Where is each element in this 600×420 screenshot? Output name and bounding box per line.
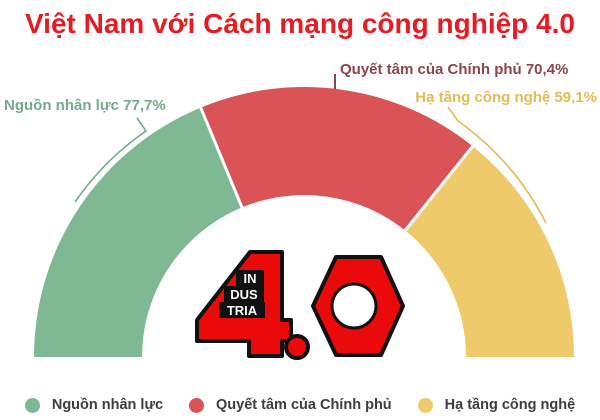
callout-human-resources: Nguồn nhân lực 77,7% <box>4 97 166 114</box>
slice-government-determination[interactable] <box>200 87 473 231</box>
leader-line-right <box>447 106 547 224</box>
callout-government-determination: Quyết tâm của Chính phủ 70,4% <box>340 61 569 78</box>
logo-line-in: IN <box>244 271 257 286</box>
legend: Nguồn nhân lực Quyết tâm của Chính phủ H… <box>0 397 600 413</box>
logo-line-tria: TRIA <box>227 303 258 318</box>
legend-label: Hạ tầng công nghệ <box>444 397 576 413</box>
slice-technology-infrastructure[interactable] <box>405 146 574 357</box>
logo-text-box <box>236 270 264 286</box>
slice-gap-line <box>199 107 244 208</box>
slice-human-resources[interactable] <box>34 107 242 357</box>
legend-dot-yellow-icon <box>417 397 433 413</box>
logo-text-box <box>224 286 264 302</box>
legend-label: Nguồn nhân lực <box>51 397 164 413</box>
logo-text-box <box>219 302 265 318</box>
legend-item-human-resources[interactable]: Nguồn nhân lực <box>24 397 164 413</box>
legend-dot-red-icon <box>189 397 205 413</box>
legend-label: Quyết tâm của Chính phủ <box>216 397 392 413</box>
callout-technology-infrastructure: Hạ tầng công nghệ 59,1% <box>415 89 597 106</box>
legend-dot-green-icon <box>24 397 40 413</box>
legend-item-technology-infrastructure[interactable]: Hạ tầng công nghệ <box>417 397 576 413</box>
logo-period-dot <box>284 334 310 360</box>
leader-line-left <box>74 117 148 203</box>
slice-gap-line <box>404 145 474 232</box>
logo-line-dus: DUS <box>230 287 258 302</box>
logo-nut-hole <box>330 282 378 330</box>
industry-4-0-logo: IN DUS TRIA <box>195 250 405 360</box>
chart-title: Việt Nam với Cách mạng công nghiệp 4.0 <box>25 8 575 39</box>
legend-item-government-determination[interactable]: Quyết tâm của Chính phủ <box>189 397 392 413</box>
